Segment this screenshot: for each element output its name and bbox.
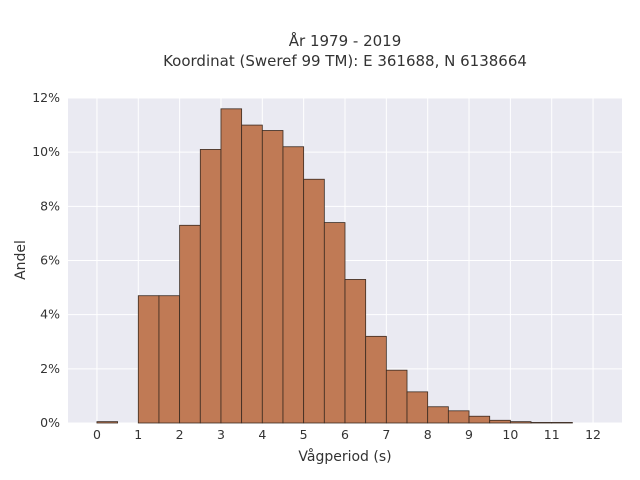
y-tick-label: 6% [40,253,60,268]
histogram-bar [551,422,573,424]
y-axis-label: Andel [13,240,29,280]
histogram-bar [365,335,387,424]
histogram-bar [158,295,181,424]
histogram-bar [530,422,553,424]
histogram-bar [179,224,201,424]
x-axis-ticks: 0 1 2 3 4 5 6 7 8 9 10 11 12 [93,427,601,442]
chart-title-line-2: Koordinat (Sweref 99 TM): E 361688, N 61… [163,52,527,70]
histogram-bar [199,149,222,424]
y-tick-label: 8% [40,198,60,213]
x-tick-label: 6 [341,427,349,442]
histogram-bar [385,369,408,424]
y-tick-label: 2% [40,361,60,376]
x-tick-label: 0 [93,427,101,442]
histogram-bar [241,124,263,424]
y-tick-label: 4% [40,307,60,322]
x-tick-label: 5 [300,427,308,442]
histogram-bar [447,410,470,424]
x-tick-label: 2 [176,427,184,442]
x-tick-label: 10 [502,427,518,442]
x-tick-label: 4 [258,427,266,442]
x-axis-label: Vågperiod (s) [298,448,391,465]
x-tick-label: 12 [585,427,601,442]
x-tick-label: 7 [382,427,390,442]
histogram-bar [96,421,119,424]
histogram-bar [261,130,284,424]
bars [96,108,573,424]
chart-title-line-1: År 1979 - 2019 [289,31,402,50]
histogram-bar [220,108,243,424]
histogram-bar [509,421,532,424]
histogram-bar [489,419,511,424]
x-tick-label: 1 [134,427,142,442]
y-tick-label: 0% [40,415,60,430]
histogram-bar [344,279,367,424]
histogram-bar [468,415,491,424]
y-tick-label: 12% [32,90,60,105]
y-tick-label: 10% [32,144,60,159]
y-axis-ticks: 0% 2% 4% 6% 8% 10% 12% [32,90,60,430]
histogram-bar [427,406,449,424]
x-tick-label: 11 [544,427,560,442]
histogram-bar [406,391,429,424]
x-tick-label: 8 [424,427,432,442]
x-tick-label: 9 [465,427,473,442]
histogram-bar [282,146,305,424]
histogram-bar [323,222,346,424]
x-tick-label: 3 [217,427,225,442]
histogram-bar [137,295,160,424]
histogram-bar [303,178,325,424]
